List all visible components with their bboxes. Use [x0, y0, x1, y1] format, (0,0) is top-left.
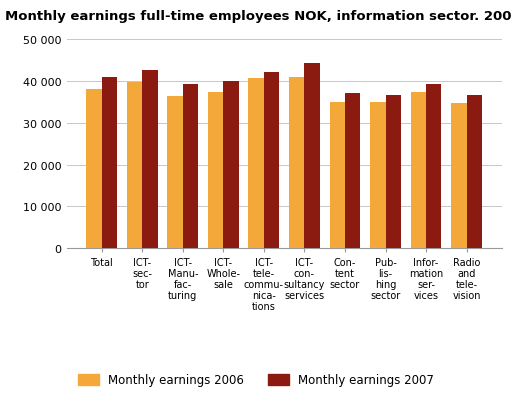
- Bar: [466, 95, 482, 249]
- Bar: [183, 85, 198, 249]
- Bar: [330, 103, 345, 249]
- Bar: [345, 93, 360, 249]
- Bar: [305, 64, 320, 249]
- Bar: [167, 96, 183, 249]
- Bar: [426, 85, 441, 249]
- Bar: [370, 103, 386, 249]
- Bar: [411, 93, 426, 249]
- Bar: [289, 78, 305, 249]
- Bar: [386, 95, 401, 249]
- Bar: [87, 89, 102, 249]
- Bar: [208, 93, 223, 249]
- Bar: [223, 82, 239, 249]
- Bar: [142, 71, 158, 249]
- Bar: [102, 78, 117, 249]
- Bar: [127, 83, 142, 249]
- Legend: Monthly earnings 2006, Monthly earnings 2007: Monthly earnings 2006, Monthly earnings …: [73, 369, 439, 391]
- Bar: [264, 73, 279, 249]
- Bar: [451, 104, 466, 249]
- Bar: [248, 79, 264, 249]
- Text: Monthly earnings full-time employees NOK, information sector. 2006 and 2007: Monthly earnings full-time employees NOK…: [5, 10, 512, 23]
